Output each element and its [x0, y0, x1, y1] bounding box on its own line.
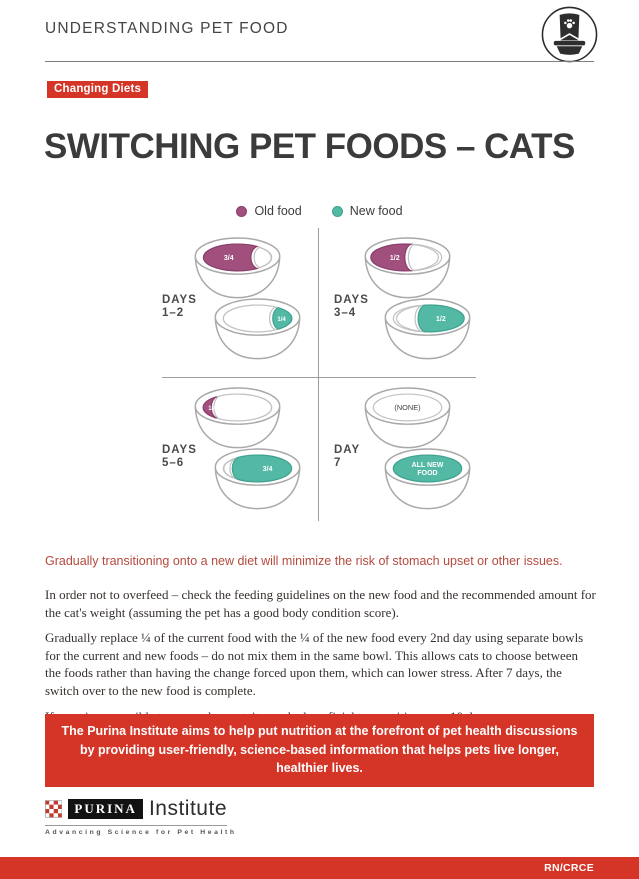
header-divider — [45, 61, 594, 62]
legend-label: Old food — [254, 204, 302, 218]
purina-institute-logo: PURINA Institute Advancing Science for P… — [45, 797, 234, 836]
diagram-vertical-divider — [318, 228, 320, 521]
body-copy: In order not to overfeed – check the fee… — [45, 586, 597, 733]
bowl-new-food: 1/2 — [377, 293, 478, 368]
old-food-dot-icon — [236, 205, 248, 217]
quadrant-days-5–6: 1/4 3/4 DAYS 5–6 — [160, 378, 319, 524]
category-badge: Changing Diets — [47, 81, 149, 98]
legend-item-old-food: Old food — [236, 204, 302, 218]
svg-text:3/4: 3/4 — [263, 466, 273, 473]
day-label: DAYS 5–6 — [162, 444, 197, 469]
day-label: DAY 7 — [334, 444, 361, 469]
transition-diagram: 3/4 1/4 DAYS 1–2 1/2 1/2 DAYS 3–4 1/4 3/4 DAYS 5–6 (… — [160, 228, 478, 524]
bowl-empty: (NONE) — [357, 382, 458, 457]
logo-brand-text: PURINA — [68, 799, 143, 819]
svg-text:1/2: 1/2 — [436, 316, 446, 323]
pet-food-bag-and-bowl-icon — [540, 5, 599, 64]
diagram-horizontal-divider — [162, 377, 476, 379]
quadrant-days-3–4: 1/2 1/2 DAYS 3–4 — [319, 228, 478, 374]
new-food-dot-icon — [331, 205, 343, 217]
svg-text:1/2: 1/2 — [390, 255, 400, 262]
callout-text: The Purina Institute aims to help put nu… — [61, 724, 578, 775]
footer-bar: RN/CRCE — [0, 857, 639, 879]
bowl-new-food: 1/4 — [207, 293, 308, 368]
bowl-new-food: ALL NEW FOOD — [377, 443, 478, 518]
lead-sentence: Gradually transitioning onto a new diet … — [45, 554, 563, 568]
quadrant-day-7: (NONE) ALL NEW FOOD DAY 7 — [319, 378, 478, 524]
body-paragraph: Gradually replace ¼ of the current food … — [45, 630, 584, 698]
bowl-new-food: 3/4 — [207, 443, 308, 518]
document-header-title: UNDERSTANDING PET FOOD — [45, 20, 289, 37]
svg-text:(NONE): (NONE) — [394, 403, 420, 412]
purina-institute-callout: The Purina Institute aims to help put nu… — [45, 714, 594, 787]
legend-item-new-food: New food — [331, 204, 403, 218]
logo-tagline: Advancing Science for Pet Health — [45, 825, 234, 836]
body-paragraph: In order not to overfeed – check the fee… — [45, 587, 596, 620]
day-label: DAYS 3–4 — [334, 294, 369, 319]
svg-text:1/4: 1/4 — [208, 406, 217, 412]
logo-suffix-text: Institute — [148, 797, 227, 820]
bowl-old-food: 3/4 — [187, 232, 288, 307]
svg-text:1/4: 1/4 — [277, 317, 286, 323]
quadrant-days-1–2: 3/4 1/4 DAYS 1–2 — [160, 228, 319, 374]
legend: Old food New food — [0, 204, 639, 218]
page-title: SWITCHING PET FOODS – CATS — [44, 127, 575, 166]
legend-label: New food — [349, 204, 403, 218]
bowl-old-food: 1/2 — [357, 232, 458, 307]
day-label: DAYS 1–2 — [162, 294, 197, 319]
footer-code: RN/CRCE — [544, 862, 594, 874]
bowl-old-food: 1/4 — [187, 382, 288, 457]
svg-text:3/4: 3/4 — [224, 255, 234, 262]
purina-checkerboard-icon — [45, 800, 63, 818]
